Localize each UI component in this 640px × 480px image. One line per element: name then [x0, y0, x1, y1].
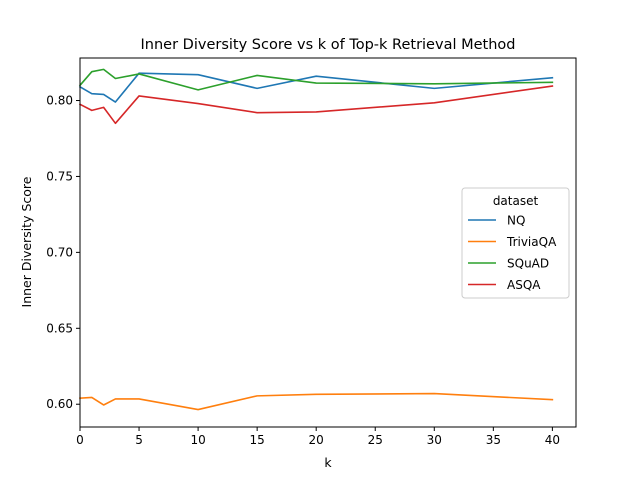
series-line-nq	[78, 72, 554, 103]
chart-title: Inner Diversity Score vs k of Top-k Retr…	[141, 37, 516, 53]
x-tick-label: 5	[135, 433, 143, 447]
x-tick-label: 10	[190, 433, 205, 447]
x-tick-label: 25	[368, 433, 383, 447]
x-tick-label: 30	[427, 433, 442, 447]
legend-label-asqa: ASQA	[507, 278, 541, 292]
legend-label-nq: NQ	[507, 214, 525, 228]
legend-label-squad: SQuAD	[507, 257, 549, 271]
y-tick-label: 0.80	[46, 94, 73, 108]
x-tick-label: 35	[486, 433, 501, 447]
series-line-triviaqa	[79, 392, 554, 411]
y-tick-label: 0.65	[46, 321, 73, 335]
x-axis: 0 5 10 15 20 25 30 35 40	[76, 427, 560, 447]
legend-box	[461, 187, 570, 299]
legend: dataset NQ TriviaQA SQuAD ASQA	[461, 187, 570, 299]
x-axis-label: k	[324, 455, 332, 470]
series-line-asqa	[78, 85, 554, 125]
x-tick-label: 40	[545, 433, 560, 447]
x-tick-label: 20	[309, 433, 324, 447]
y-tick-label: 0.60	[46, 397, 73, 411]
x-tick-label: 15	[250, 433, 265, 447]
x-tick-label: 0	[76, 433, 84, 447]
y-axis: 0.60 0.65 0.70 0.75 0.80	[46, 94, 80, 411]
series-line-squad	[78, 68, 554, 91]
legend-label-triviaqa: TriviaQA	[506, 235, 557, 249]
y-axis-label: Inner Diversity Score	[19, 176, 34, 307]
plot-frame	[79, 57, 577, 428]
series-layer	[78, 68, 554, 411]
legend-title: dataset	[493, 194, 539, 208]
y-tick-label: 0.70	[46, 245, 73, 259]
y-tick-label: 0.75	[46, 169, 73, 183]
